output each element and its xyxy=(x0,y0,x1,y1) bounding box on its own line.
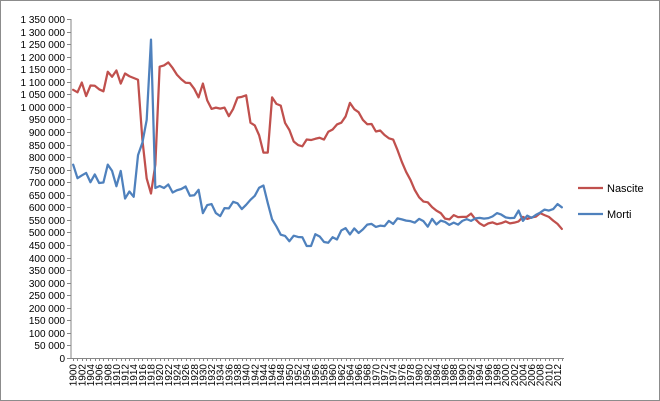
x-tick-label: 2010 xyxy=(544,364,555,387)
y-tick-label: 800 000 xyxy=(29,153,66,164)
x-tick-label: 1994 xyxy=(475,364,486,387)
y-tick-label: 1 000 000 xyxy=(21,103,66,114)
series-line-nascite xyxy=(72,61,563,231)
series-layer xyxy=(72,38,563,248)
x-tick-label: 1984 xyxy=(432,364,443,387)
y-tick-label: 50 000 xyxy=(34,341,65,352)
x-tick-label: 1950 xyxy=(285,364,296,387)
y-tick-label: 0 xyxy=(59,354,65,365)
x-tick-label: 1990 xyxy=(458,364,469,387)
x-tick-label: 1978 xyxy=(406,364,417,387)
x-tick-label: 1938 xyxy=(233,364,244,387)
x-tick-label: 1926 xyxy=(181,364,192,387)
x-tick-label: 1940 xyxy=(242,364,253,387)
y-tick-label: 1 300 000 xyxy=(21,28,66,39)
x-tick-label: 1998 xyxy=(492,364,503,387)
x-tick-label: 1946 xyxy=(268,364,279,387)
y-tick-label: 600 000 xyxy=(29,203,66,214)
x-tick-label: 1992 xyxy=(467,364,478,387)
y-tick-label: 900 000 xyxy=(29,128,66,139)
x-tick-label: 1960 xyxy=(328,364,339,387)
x-tick-label: 1930 xyxy=(198,364,209,387)
x-tick-label: 1968 xyxy=(363,364,374,387)
x-tick-label: 1964 xyxy=(345,364,356,387)
x-tick-label: 1920 xyxy=(155,364,166,387)
x-tick-label: 1996 xyxy=(484,364,495,387)
y-tick-label: 700 000 xyxy=(29,178,66,189)
x-tick-label: 1906 xyxy=(95,364,106,387)
x-tick-label: 2004 xyxy=(518,364,529,387)
y-tick-label: 650 000 xyxy=(29,191,66,202)
x-tick-label: 1922 xyxy=(164,364,175,387)
legend-label-nascite: Nascite xyxy=(607,183,644,195)
x-tick-label: 1956 xyxy=(311,364,322,387)
x-tick-label: 2012 xyxy=(553,364,564,387)
x-tick-label: 1916 xyxy=(138,364,149,387)
x-tick-label: 1904 xyxy=(86,364,97,387)
y-tick-label: 750 000 xyxy=(29,166,66,177)
x-tick-label: 1962 xyxy=(337,364,348,387)
x-tick-label: 1918 xyxy=(147,364,158,387)
y-tick-label: 1 100 000 xyxy=(21,78,66,89)
x-tick-label: 1900 xyxy=(69,364,80,387)
x-tick-label: 1948 xyxy=(276,364,287,387)
y-tick-label: 950 000 xyxy=(29,115,66,126)
x-tick-label: 2000 xyxy=(501,364,512,387)
x-tick-label: 1958 xyxy=(319,364,330,387)
x-tick-label: 1972 xyxy=(380,364,391,387)
y-tick-label: 450 000 xyxy=(29,241,66,252)
x-tick-label: 1902 xyxy=(77,364,88,387)
x-tick-label: 1928 xyxy=(190,364,201,387)
x-tick-label: 1936 xyxy=(224,364,235,387)
x-tick-label: 1954 xyxy=(302,364,313,387)
y-tick-label: 500 000 xyxy=(29,228,66,239)
x-tick-label: 1986 xyxy=(441,364,452,387)
series-line-morti xyxy=(72,38,563,248)
y-tick-label: 1 350 000 xyxy=(21,15,66,26)
y-tick-label: 300 000 xyxy=(29,279,66,290)
legend-label-morti: Morti xyxy=(607,209,631,221)
y-tick-label: 400 000 xyxy=(29,254,66,265)
x-tick-label: 2002 xyxy=(510,364,521,387)
y-tick-label: 150 000 xyxy=(29,316,66,327)
x-tick-label: 1952 xyxy=(294,364,305,387)
y-tick-label: 1 050 000 xyxy=(21,90,66,101)
x-tick-label: 1912 xyxy=(121,364,132,387)
y-tick-label: 1 250 000 xyxy=(21,40,66,51)
x-tick-label: 1976 xyxy=(397,364,408,387)
x-tick-label: 1970 xyxy=(371,364,382,387)
x-tick-label: 1942 xyxy=(250,364,261,387)
y-tick-label: 350 000 xyxy=(29,266,66,277)
x-tick-label: 1932 xyxy=(207,364,218,387)
x-tick-label: 2008 xyxy=(536,364,547,387)
x-tick-label: 1934 xyxy=(216,364,227,387)
x-tick-label: 1988 xyxy=(449,364,460,387)
x-tick-label: 1982 xyxy=(423,364,434,387)
y-tick-label: 1 200 000 xyxy=(21,53,66,64)
x-axis: 1900190219041906190819101912191419161918… xyxy=(69,358,564,386)
x-tick-label: 2006 xyxy=(527,364,538,387)
x-tick-label: 1980 xyxy=(415,364,426,387)
legend: Nascite Morti xyxy=(578,183,644,221)
y-tick-label: 550 000 xyxy=(29,216,66,227)
x-tick-label: 1910 xyxy=(112,364,123,387)
x-tick-label: 1966 xyxy=(354,364,365,387)
x-tick-label: 1908 xyxy=(103,364,114,387)
x-tick-label: 1914 xyxy=(129,364,140,387)
y-tick-label: 100 000 xyxy=(29,329,66,340)
x-tick-label: 1944 xyxy=(259,364,270,387)
x-tick-label: 1924 xyxy=(172,364,183,387)
y-tick-label: 200 000 xyxy=(29,304,66,315)
y-tick-label: 1 150 000 xyxy=(21,65,66,76)
x-tick-label: 1974 xyxy=(389,364,400,387)
y-tick-label: 250 000 xyxy=(29,291,66,302)
y-tick-label: 850 000 xyxy=(29,141,66,152)
